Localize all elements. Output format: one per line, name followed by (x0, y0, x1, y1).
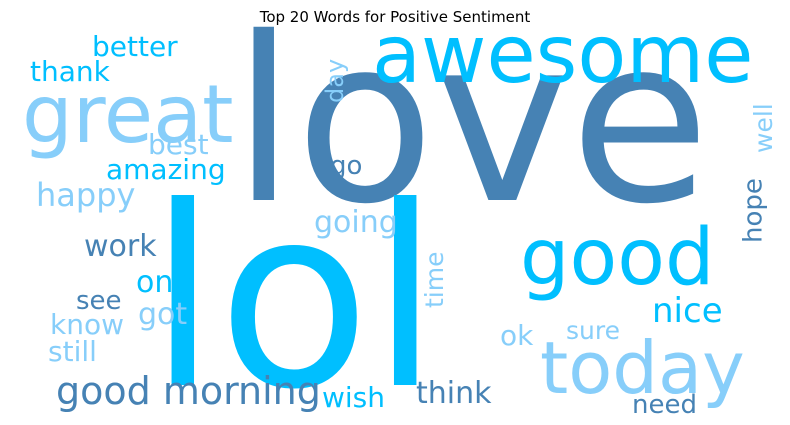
word-wish: wish (322, 381, 385, 414)
word-see: see (76, 286, 122, 316)
word-good-morning: good morning (56, 369, 321, 413)
word-going: going (314, 205, 398, 240)
word-lol: lol (148, 153, 440, 425)
word-go: go (330, 151, 362, 181)
word-ok: ok (500, 319, 534, 352)
word-got: got (138, 297, 187, 332)
word-one: one (136, 265, 192, 300)
word-good: good (520, 213, 714, 303)
word-love: love (232, 0, 710, 254)
word-thank: thank (30, 55, 111, 88)
word-need: need (632, 390, 697, 420)
word-think: think (416, 376, 492, 411)
word-work: work (84, 229, 157, 264)
word-time: time (420, 252, 449, 308)
word-happy: happy (36, 176, 135, 214)
word-great: great (22, 68, 234, 161)
word-well: well (749, 103, 778, 153)
word-day: day (321, 59, 349, 103)
word-sure: sure (566, 316, 620, 345)
word-hope: hope (739, 178, 769, 243)
word-nice: nice (652, 291, 723, 331)
word-best: best (148, 128, 209, 161)
word-still: still (48, 335, 97, 368)
word-better: better (92, 30, 178, 63)
word-today: today (540, 326, 745, 410)
word-awesome: awesome (372, 8, 753, 101)
chart-title: Top 20 Words for Positive Sentiment (259, 8, 531, 26)
word-know: know (50, 308, 124, 341)
word-amazing: amazing (106, 153, 226, 186)
